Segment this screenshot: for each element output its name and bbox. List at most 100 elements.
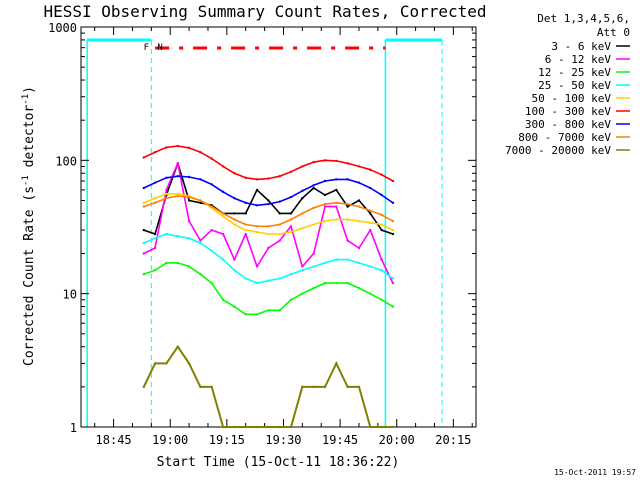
legend-label-6-12-kev: 6 - 12 keV	[545, 53, 612, 66]
data-point-12-25-kev	[267, 309, 270, 312]
data-point-12-25-kev	[233, 305, 236, 308]
data-point-800-7000-kev	[153, 201, 157, 205]
data-point-25-50-kev	[357, 261, 361, 265]
data-point-100-300-kev	[312, 160, 315, 164]
x-tick-label: 19:45	[322, 433, 358, 447]
data-point-50-100-kev	[278, 232, 281, 236]
data-point-6-12-kev	[289, 225, 293, 228]
series-line-25-50-kev	[143, 233, 394, 284]
data-point-300-800-kev	[301, 189, 304, 193]
legend-label-25-50-kev: 25 - 50 keV	[538, 79, 611, 92]
data-point-12-25-kev	[255, 313, 259, 316]
chart-title: HESSI Observing Summary Count Rates, Cor…	[43, 2, 486, 21]
data-point-12-25-kev	[391, 305, 395, 308]
data-point-100-300-kev	[233, 172, 236, 175]
data-point-300-800-kev	[255, 204, 259, 207]
data-point-25-50-kev	[380, 268, 383, 272]
data-point-7000-20000-kev	[153, 362, 157, 365]
data-point-6-12-kev	[278, 239, 281, 242]
data-point-25-50-kev	[233, 268, 236, 272]
legend-label-800-7000-kev: 800 - 7000 keV	[518, 131, 611, 144]
legend-label-3-6-kev: 3 - 6 keV	[551, 40, 611, 53]
data-point-300-800-kev	[221, 190, 225, 194]
data-point-3-6-kev	[255, 188, 259, 192]
data-point-25-50-kev	[391, 277, 395, 280]
data-point-50-100-kev	[335, 218, 338, 221]
y-tick-label: 1	[70, 421, 77, 435]
data-point-25-50-kev	[323, 261, 327, 265]
series-line-7000-20000-kev	[142, 344, 393, 428]
data-point-800-7000-kev	[221, 212, 225, 215]
y-axis: 1 10 100 1000	[48, 21, 476, 435]
data-point-3-6-kev	[199, 201, 202, 205]
data-point-7000-20000-kev	[289, 425, 293, 429]
data-point-7000-20000-kev	[312, 385, 315, 389]
data-point-12-25-kev	[346, 281, 349, 285]
data-point-12-25-kev	[187, 265, 191, 268]
y-tick-label: 10	[63, 288, 77, 302]
data-point-7000-20000-kev	[267, 425, 270, 429]
legend-label-100-300-kev: 100 - 300 keV	[525, 105, 611, 118]
data-point-800-7000-kev	[255, 225, 259, 228]
data-point-3-6-kev	[335, 188, 338, 192]
data-point-100-300-kev	[165, 146, 168, 149]
data-point-100-300-kev	[221, 165, 225, 168]
data-point-25-50-kev	[142, 241, 145, 245]
data-point-300-800-kev	[312, 184, 315, 187]
data-point-3-6-kev	[301, 196, 304, 200]
data-point-6-12-kev	[221, 232, 225, 236]
data-point-100-300-kev	[176, 144, 179, 148]
data-point-3-6-kev	[187, 199, 191, 202]
data-point-3-6-kev	[142, 228, 145, 232]
data-point-100-300-kev	[142, 156, 145, 159]
data-point-800-7000-kev	[346, 202, 349, 206]
data-point-100-300-kev	[323, 159, 327, 162]
data-point-12-25-kev	[153, 268, 157, 272]
data-point-50-100-kev	[255, 230, 259, 234]
attenuator-markers	[86, 38, 443, 427]
legend-label-50-100-kev: 50 - 100 keV	[532, 92, 612, 105]
data-point-100-300-kev	[187, 146, 191, 150]
data-point-7000-20000-kev	[165, 362, 168, 365]
data-point-300-800-kev	[369, 186, 372, 190]
data-point-800-7000-kev	[199, 199, 202, 202]
data-point-3-6-kev	[369, 212, 372, 215]
data-point-100-300-kev	[391, 179, 395, 183]
y-axis-label: Corrected Count Rate (s-1 detector-1)	[21, 86, 37, 366]
data-point-800-7000-kev	[289, 218, 293, 221]
data-point-100-300-kev	[301, 165, 304, 168]
data-point-12-25-kev	[210, 281, 213, 285]
data-point-12-25-kev	[244, 313, 247, 316]
data-point-6-12-kev	[346, 239, 349, 242]
data-point-100-300-kev	[335, 159, 338, 163]
data-point-50-100-kev	[233, 223, 236, 226]
data-point-12-25-kev	[323, 281, 327, 285]
data-point-12-25-kev	[380, 298, 383, 301]
data-point-25-50-kev	[199, 241, 202, 245]
data-point-50-100-kev	[346, 218, 349, 221]
legend-label-300-800-kev: 300 - 800 keV	[525, 118, 611, 131]
data-point-800-7000-kev	[391, 219, 395, 223]
x-tick-label: 20:15	[435, 433, 471, 447]
data-point-300-800-kev	[346, 178, 349, 181]
data-point-6-12-kev	[335, 205, 338, 208]
data-point-25-50-kev	[312, 265, 315, 268]
data-point-6-12-kev	[176, 162, 179, 165]
data-point-25-50-kev	[244, 277, 247, 280]
data-point-6-12-kev	[391, 281, 395, 285]
series-line-12-25-kev	[143, 262, 394, 316]
data-point-7000-20000-kev	[301, 385, 304, 389]
data-point-6-12-kev	[255, 265, 259, 268]
footer-date: 15-Oct-2011 19:57	[554, 468, 636, 477]
data-point-50-100-kev	[391, 228, 395, 232]
data-point-6-12-kev	[187, 219, 191, 223]
data-point-3-6-kev	[312, 186, 315, 190]
data-point-6-12-kev	[301, 265, 304, 268]
data-point-300-800-kev	[142, 186, 145, 190]
data-point-100-300-kev	[267, 177, 270, 180]
data-point-7000-20000-kev	[210, 385, 213, 389]
data-point-800-7000-kev	[142, 205, 145, 208]
data-point-300-800-kev	[199, 178, 202, 181]
data-point-6-12-kev	[142, 252, 145, 255]
data-point-3-6-kev	[267, 199, 270, 202]
